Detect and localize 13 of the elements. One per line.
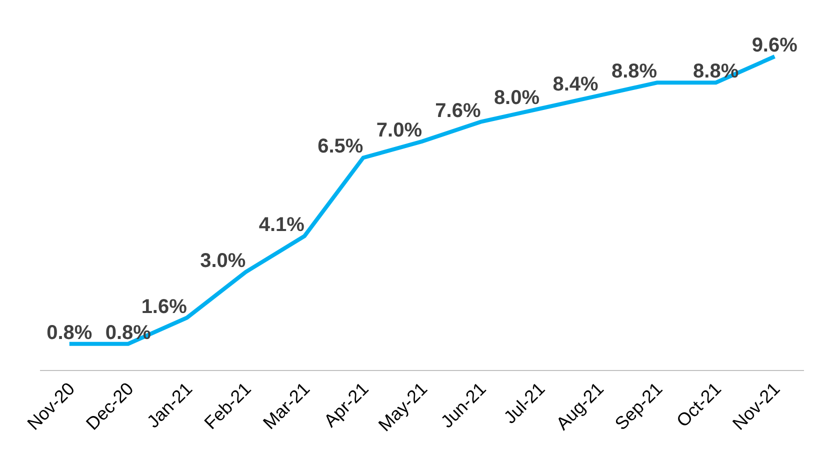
data-label: 8.4% — [552, 74, 599, 96]
data-label: 9.6% — [752, 34, 798, 56]
data-label: 0.8% — [46, 322, 92, 344]
data-label: 7.0% — [376, 119, 422, 142]
data-label: 1.6% — [141, 296, 188, 318]
data-label: 4.1% — [258, 214, 305, 236]
data-label: 8.8% — [693, 60, 739, 83]
data-label: 3.0% — [200, 250, 246, 272]
data-label: 8.8% — [611, 60, 658, 83]
data-label: 7.6% — [435, 100, 481, 122]
data-label: 6.5% — [318, 136, 364, 158]
data-label: 0.8% — [105, 322, 152, 344]
data-label: 8.0% — [494, 86, 540, 109]
